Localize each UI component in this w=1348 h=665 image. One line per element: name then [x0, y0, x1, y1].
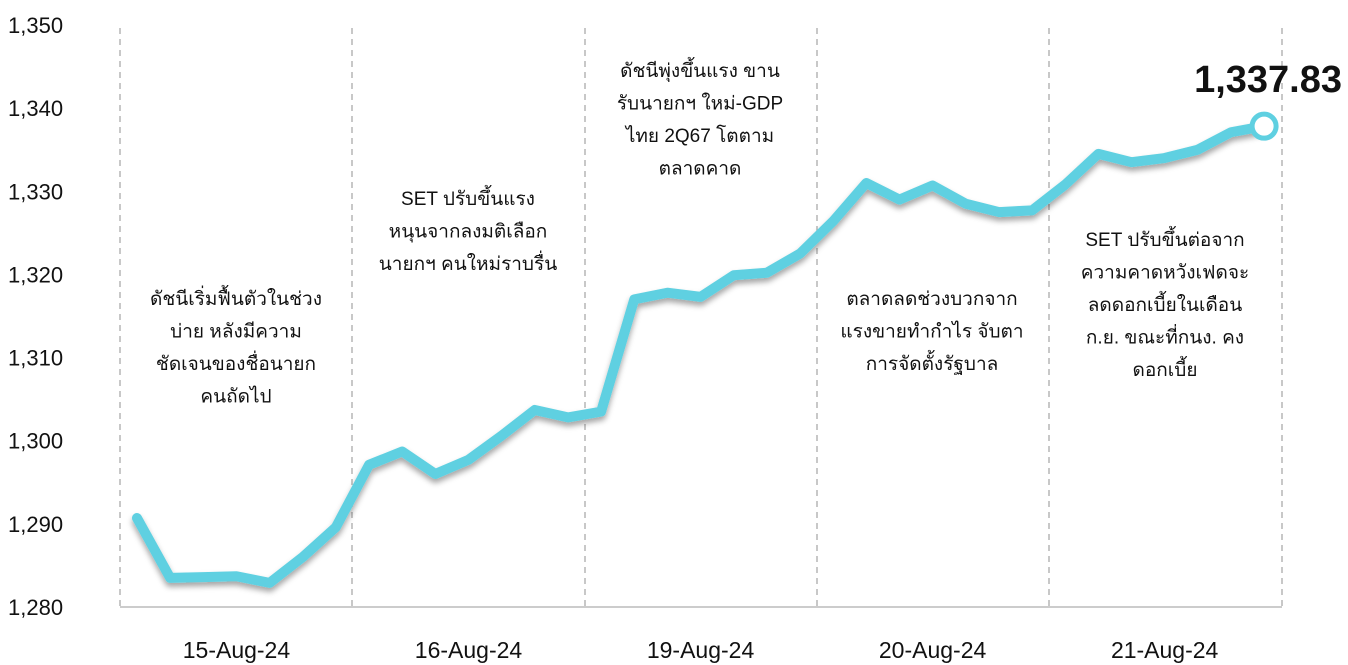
annotation: SET ปรับขึ้นต่อจาก [1085, 226, 1244, 251]
y-tick-label: 1,350 [8, 13, 63, 38]
y-tick-label: 1,320 [8, 262, 63, 287]
y-tick-label: 1,300 [8, 429, 63, 454]
annotation: ตลาดคาด [659, 159, 742, 180]
annotation: บ่าย หลังมีความ [170, 321, 302, 343]
annotation: SET ปรับขึ้นแรง [401, 185, 535, 210]
annotation: แรงขายทำกำไร จับตา [840, 321, 1023, 343]
day-dividers [119, 28, 1283, 607]
series-line [132, 121, 1270, 588]
annotation: รับนายกฯ ใหม่-GDP [617, 93, 783, 115]
annotation: ตลาดลดช่วงบวกจาก [846, 289, 1017, 310]
annotation: ดัชนีเริ่มฟื้นตัวในช่วง [150, 285, 322, 310]
annotation: ก.ย. ขณะที่กนง. คง [1086, 324, 1244, 349]
annotation: คนถัดไป [200, 386, 271, 408]
y-tick-label: 1,340 [8, 96, 63, 121]
end-marker [1249, 111, 1279, 141]
annotation: ชัดเจนของชื่อนายก [156, 350, 316, 375]
x-tick-label: 21-Aug-24 [1111, 637, 1219, 663]
x-tick-label: 15-Aug-24 [183, 637, 291, 663]
annotation: ดอกเบี้ย [1133, 356, 1198, 381]
annotation: ไทย 2Q67 โตตาม [624, 124, 774, 147]
annotation: การจัดตั้งรัฐบาล [866, 350, 999, 375]
y-tick-label: 1,280 [8, 595, 63, 620]
y-tick-label: 1,310 [8, 346, 63, 371]
annotation: ความคาดหวังเฟดจะ [1081, 263, 1249, 284]
x-tick-label: 20-Aug-24 [879, 637, 987, 663]
y-tick-label: 1,330 [8, 179, 63, 204]
value-label: 1,337.83 [1194, 59, 1342, 101]
annotation: นายกฯ คนใหม่ราบรื่น [379, 250, 557, 275]
y-tick-label: 1,290 [8, 512, 63, 537]
x-tick-label: 19-Aug-24 [647, 637, 755, 663]
annotation: หนุนจากลงมติเลือก [389, 222, 548, 244]
x-tick-label: 16-Aug-24 [415, 637, 523, 663]
annotation: ดัชนีพุ่งขึ้นแรง ขาน [620, 57, 780, 83]
annotation: ลดดอกเบี้ยในเดือน [1088, 291, 1242, 316]
